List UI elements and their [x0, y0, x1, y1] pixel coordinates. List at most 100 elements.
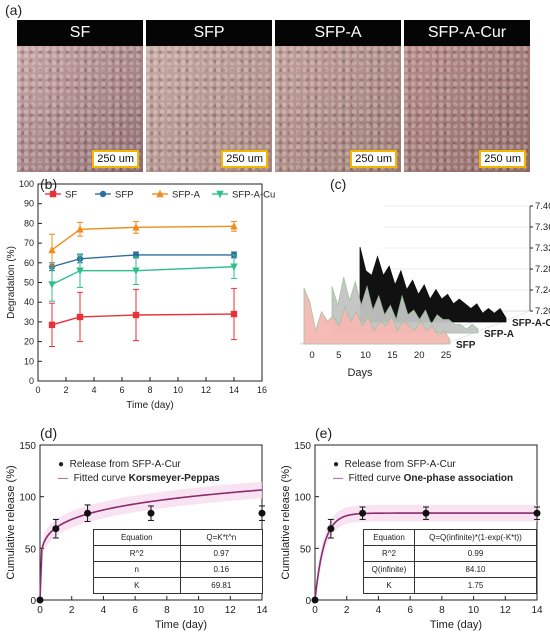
data-point — [48, 281, 56, 289]
fit-table-e: Equation Q=Q(infinite)*(1-exp(-K*t)) R^2 0… — [363, 529, 537, 594]
data-point — [258, 509, 266, 517]
table-row: K 1.75 — [363, 577, 537, 594]
x-tick-label: 8 — [164, 605, 170, 616]
x-tick-label: 0 — [312, 605, 318, 616]
panel-letter-e: (e) — [315, 425, 333, 441]
data-point — [359, 509, 367, 517]
data-point — [99, 190, 107, 198]
data-point — [76, 313, 84, 321]
table-row: R^2 0.97 — [93, 545, 264, 562]
data-point — [422, 509, 430, 517]
series-line — [51, 225, 235, 251]
confidence-band — [315, 504, 537, 600]
y-tick-label: 70 — [24, 238, 34, 248]
legend-d-fit-label: Fitted curve — [73, 473, 129, 484]
micrograph-label: SF — [17, 20, 143, 46]
table-cell: 84.10 — [414, 561, 537, 578]
x-tick-label: 2 — [69, 605, 75, 616]
y-axis-label: Degradation (%) — [6, 246, 17, 319]
y-tick-label: 90 — [24, 199, 34, 209]
x-tick-label: 10 — [468, 605, 480, 616]
z-tick-label: 7.24 — [535, 285, 550, 296]
data-point — [48, 263, 56, 270]
z-tick-label: 7.28 — [535, 264, 550, 275]
data-point — [230, 263, 238, 271]
degradation-chart: 0 10 20 30 40 50 60 70 80 90 100 0 2 4 6 8 10 12 14 16 Time … — [6, 179, 275, 411]
x-tick-label: 10 — [173, 385, 183, 395]
x-axis-label: Time (day) — [430, 619, 482, 631]
series-label: SFP — [456, 340, 476, 351]
table-header-cell: Q=Q(infinite)*(1-exp(-K*t)) — [414, 529, 537, 546]
table-cell: 0.99 — [414, 545, 537, 562]
data-point — [76, 225, 84, 233]
data-point — [48, 245, 56, 254]
data-point — [230, 222, 238, 230]
table-cell: 0.97 — [179, 545, 264, 562]
x-axis-label: Days — [347, 367, 373, 379]
legend-label: SFP-A-Cur — [232, 190, 275, 201]
legend-e-fit: — Fitted curve One-phase association — [333, 472, 513, 486]
micrograph-panel: SFP 250 um — [146, 20, 272, 172]
x-axis-label: Time (day) — [155, 619, 207, 631]
fit-table-d: Equation Q=K*t^n R^2 0.97 n 0.16 K 69.81 — [93, 529, 264, 594]
data-point — [230, 310, 238, 318]
scale-bar: 250 um — [479, 150, 526, 168]
scale-bar: 250 um — [221, 150, 268, 168]
scale-bar: 250 um — [92, 150, 139, 168]
x-tick-label: 14 — [229, 385, 239, 395]
micrograph-image: 250 um — [404, 46, 530, 172]
series-label: SFP-A-Cur — [512, 318, 550, 329]
y-tick-label: 50 — [300, 544, 312, 555]
table-cell: K — [363, 577, 415, 594]
panel-letter-d: (d) — [40, 425, 58, 441]
fit-curve — [39, 489, 263, 601]
table-cell: R^2 — [363, 545, 415, 562]
table-cell: R^2 — [93, 545, 181, 562]
panel-letter-a: (a) — [5, 2, 23, 18]
micrograph-label: SFP — [146, 20, 272, 46]
table-cell: Q(infinite) — [363, 561, 415, 578]
data-point — [36, 596, 44, 604]
x-tick-label: 6 — [407, 605, 413, 616]
y-tick-label: 60 — [24, 258, 34, 268]
series-line — [51, 254, 234, 268]
legend-label: SF — [65, 190, 77, 201]
data-point — [216, 190, 224, 199]
table-cell: n — [93, 561, 181, 578]
y-tick-label: 30 — [24, 317, 34, 327]
legend-line-icon: — — [58, 473, 68, 484]
table-cell: 69.81 — [179, 577, 264, 594]
y-tick-label: 80 — [24, 218, 34, 228]
x-tick-label: 4 — [101, 605, 107, 616]
x-tick-label: 16 — [257, 385, 267, 395]
y-tick-label: 50 — [25, 544, 37, 555]
data-point — [84, 509, 92, 517]
legend-label: SFP — [115, 190, 133, 201]
data-point — [132, 267, 140, 275]
data-point — [327, 525, 335, 533]
x-tick-label: 6 — [119, 385, 124, 395]
scale-bar: 250 um — [350, 150, 397, 168]
z-tick-label: 7.32 — [535, 243, 550, 254]
legend-label: SFP-A — [172, 190, 201, 201]
micrograph-image: 250 um — [146, 46, 272, 172]
table-cell: 0.16 — [179, 561, 264, 578]
x-tick-label: 14 — [256, 605, 268, 616]
table-row: Equation Q=K*t^n — [93, 529, 264, 546]
y-axis-label: Cumulative release (%) — [280, 465, 292, 579]
x-tick-label: 4 — [376, 605, 382, 616]
legend-e-fit-model: One-phase association — [403, 473, 514, 484]
x-tick-label: 25 — [441, 350, 452, 361]
micrograph-panel: SFP-A 250 um — [275, 20, 401, 172]
x-tick-label: 2 — [63, 385, 68, 395]
x-tick-label: 10 — [193, 605, 205, 616]
x-tick-label: 0 — [37, 605, 43, 616]
release-onephase-chart: 0 50 100 150 0 2 4 6 8 10 12 14 Time (day) Cumulative… — [280, 441, 543, 631]
y-tick-label: 0 — [29, 376, 34, 386]
legend-e-points-label: Release from SFP-A-Cur — [344, 459, 456, 470]
series-line — [51, 266, 235, 286]
x-tick-label: 10 — [360, 350, 371, 361]
plot-frame — [39, 444, 263, 601]
micrograph-image: 250 um — [275, 46, 401, 172]
